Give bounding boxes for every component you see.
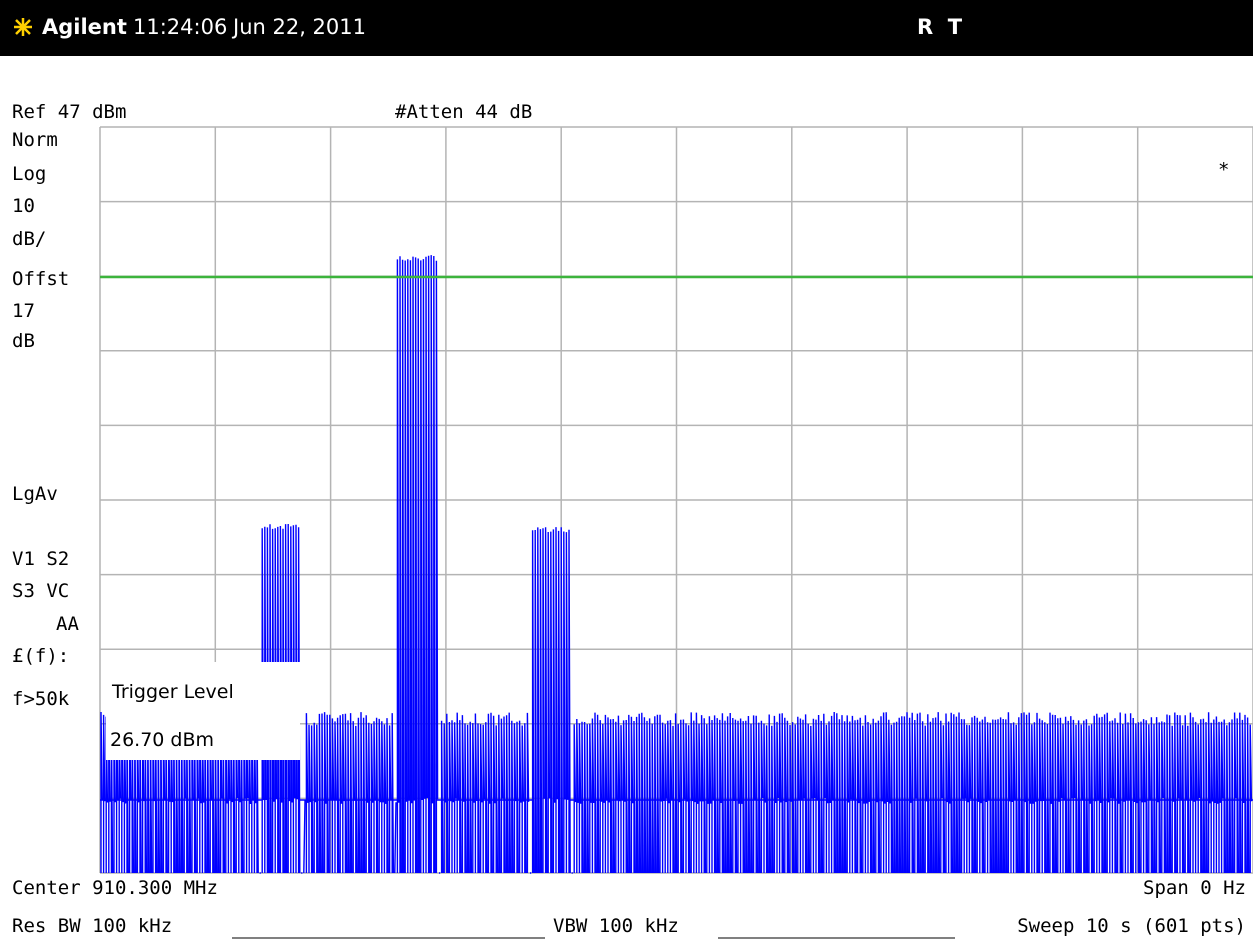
sweep-label: Sweep 10 s (601 pts) bbox=[1017, 915, 1246, 937]
side-label: 10 bbox=[12, 195, 35, 217]
trigger-title: Trigger Level bbox=[111, 681, 234, 703]
side-label: Norm bbox=[12, 129, 58, 151]
side-label: dB bbox=[12, 330, 35, 352]
rbw-label: Res BW 100 kHz bbox=[12, 915, 172, 937]
logo bbox=[14, 18, 32, 36]
ref-label: Ref 47 dBm bbox=[12, 101, 126, 123]
side-label: dB/ bbox=[12, 228, 46, 250]
marker: * bbox=[1218, 159, 1229, 181]
header-bar bbox=[0, 0, 1253, 56]
center-label: Center 910.300 MHz bbox=[12, 877, 218, 899]
side-label: 17 bbox=[12, 300, 35, 322]
trigger-value: 26.70 dBm bbox=[110, 729, 214, 751]
side-label: Offst bbox=[12, 268, 69, 290]
side-label: S3 VC bbox=[12, 580, 69, 602]
date: Jun 22, 2011 bbox=[231, 15, 366, 39]
span-label: Span 0 Hz bbox=[1143, 877, 1246, 899]
status: R T bbox=[917, 15, 963, 39]
side-label: AA bbox=[56, 613, 79, 635]
brand: Agilent bbox=[42, 15, 127, 39]
time: 11:24:06 bbox=[133, 15, 227, 39]
side-label: f>50k bbox=[12, 688, 70, 710]
side-label: V1 S2 bbox=[12, 548, 69, 570]
side-label: Log bbox=[12, 163, 46, 185]
atten-label: #Atten 44 dB bbox=[395, 101, 532, 123]
side-labels: Norm Log 10 dB/Offst 17 dB LgAv V1 S2 S3 VC AA £(f… bbox=[12, 129, 79, 710]
side-label: LgAv bbox=[12, 483, 58, 505]
vbw-label: VBW 100 kHz bbox=[553, 915, 679, 937]
trigger-box bbox=[106, 662, 300, 760]
side-label: £(f): bbox=[12, 645, 69, 667]
